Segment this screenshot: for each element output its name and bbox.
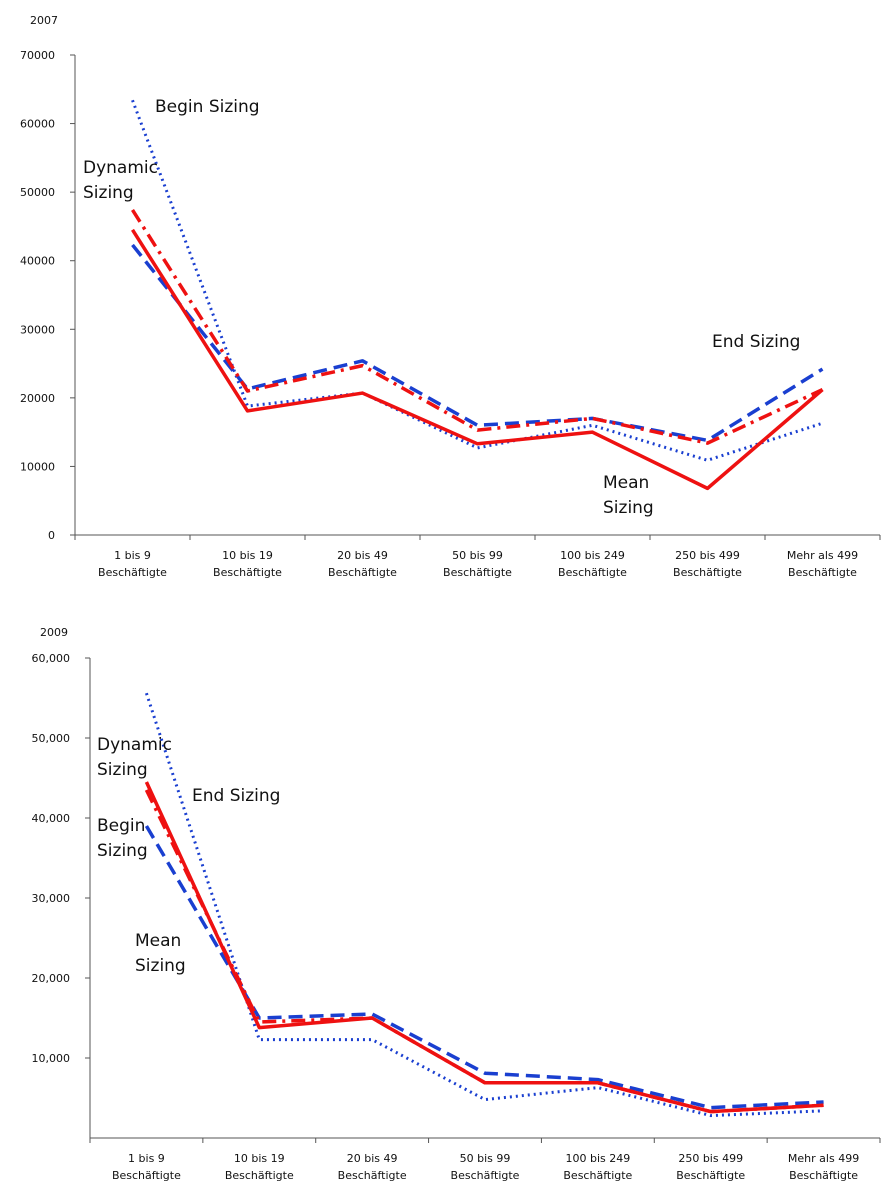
annotation: Begin Sizing bbox=[155, 97, 260, 117]
y-tick-label: 40000 bbox=[20, 255, 55, 268]
x-tick-label: Beschäftigte bbox=[563, 1169, 632, 1182]
x-tick-label: Beschäftigte bbox=[558, 566, 627, 579]
annotation: Sizing bbox=[135, 956, 186, 976]
y-tick-label: 10,000 bbox=[32, 1052, 71, 1065]
line-series bbox=[131, 228, 824, 491]
y-tick-label: 30000 bbox=[20, 323, 55, 336]
x-tick-label: 10 bis 19 bbox=[234, 1152, 285, 1165]
x-tick-label: 50 bis 99 bbox=[452, 549, 503, 562]
x-tick-label: Beschäftigte bbox=[451, 1169, 520, 1182]
annotation: End Sizing bbox=[192, 786, 280, 806]
y-tick-label: 0 bbox=[48, 529, 55, 542]
line-series bbox=[145, 692, 824, 1118]
y-tick-label: 50,000 bbox=[32, 732, 71, 745]
x-tick-label: Beschäftigte bbox=[213, 566, 282, 579]
x-tick-label: 50 bis 99 bbox=[460, 1152, 511, 1165]
annotation: Dynamic bbox=[97, 735, 172, 755]
annotation: Sizing bbox=[603, 498, 654, 518]
annotation: Begin bbox=[97, 816, 145, 836]
x-tick-label: 100 bis 249 bbox=[560, 549, 625, 562]
x-tick-label: 1 bis 9 bbox=[114, 549, 151, 562]
x-tick-label: Beschäftigte bbox=[789, 1169, 858, 1182]
x-tick-label: Beschäftigte bbox=[225, 1169, 294, 1182]
annotation: Mean bbox=[135, 931, 181, 951]
x-tick-label: Beschäftigte bbox=[338, 1169, 407, 1182]
x-tick-label: 10 bis 19 bbox=[222, 549, 273, 562]
x-tick-label: 1 bis 9 bbox=[128, 1152, 165, 1165]
y-tick-label: 60000 bbox=[20, 118, 55, 131]
x-tick-label: Beschäftigte bbox=[112, 1169, 181, 1182]
annotation: Sizing bbox=[97, 760, 148, 780]
annotation: Mean bbox=[603, 473, 649, 493]
y-tick-label: 70000 bbox=[20, 49, 55, 62]
annotation: Sizing bbox=[83, 183, 134, 203]
chart-title: 2007 bbox=[30, 14, 58, 27]
y-tick-label: 40,000 bbox=[32, 812, 71, 825]
line-series bbox=[144, 781, 824, 1114]
x-tick-label: Beschäftigte bbox=[676, 1169, 745, 1182]
line-series bbox=[144, 825, 824, 1110]
y-tick-label: 20000 bbox=[20, 392, 55, 405]
line-series bbox=[131, 209, 824, 445]
annotation: Dynamic bbox=[83, 158, 158, 178]
x-tick-label: Beschäftigte bbox=[788, 566, 857, 579]
y-tick-label: 10000 bbox=[20, 460, 55, 473]
x-tick-label: Beschäftigte bbox=[98, 566, 167, 579]
x-tick-label: Mehr als 499 bbox=[787, 549, 858, 562]
chart-title: 2009 bbox=[40, 626, 68, 639]
y-tick-label: 50000 bbox=[20, 186, 55, 199]
y-tick-label: 20,000 bbox=[32, 972, 71, 985]
annotation: End Sizing bbox=[712, 332, 800, 352]
x-tick-label: 20 bis 49 bbox=[337, 549, 388, 562]
x-tick-label: Beschäftigte bbox=[443, 566, 512, 579]
x-tick-label: 250 bis 499 bbox=[678, 1152, 743, 1165]
line-series bbox=[131, 99, 823, 462]
x-tick-label: 100 bis 249 bbox=[565, 1152, 630, 1165]
x-tick-label: 250 bis 499 bbox=[675, 549, 740, 562]
x-tick-label: Beschäftigte bbox=[673, 566, 742, 579]
y-tick-label: 60,000 bbox=[32, 652, 71, 665]
x-tick-label: Mehr als 499 bbox=[788, 1152, 859, 1165]
x-tick-label: Beschäftigte bbox=[328, 566, 397, 579]
annotation: Sizing bbox=[97, 841, 148, 861]
x-tick-label: 20 bis 49 bbox=[347, 1152, 398, 1165]
y-tick-label: 30,000 bbox=[32, 892, 71, 905]
line-series bbox=[144, 789, 824, 1114]
